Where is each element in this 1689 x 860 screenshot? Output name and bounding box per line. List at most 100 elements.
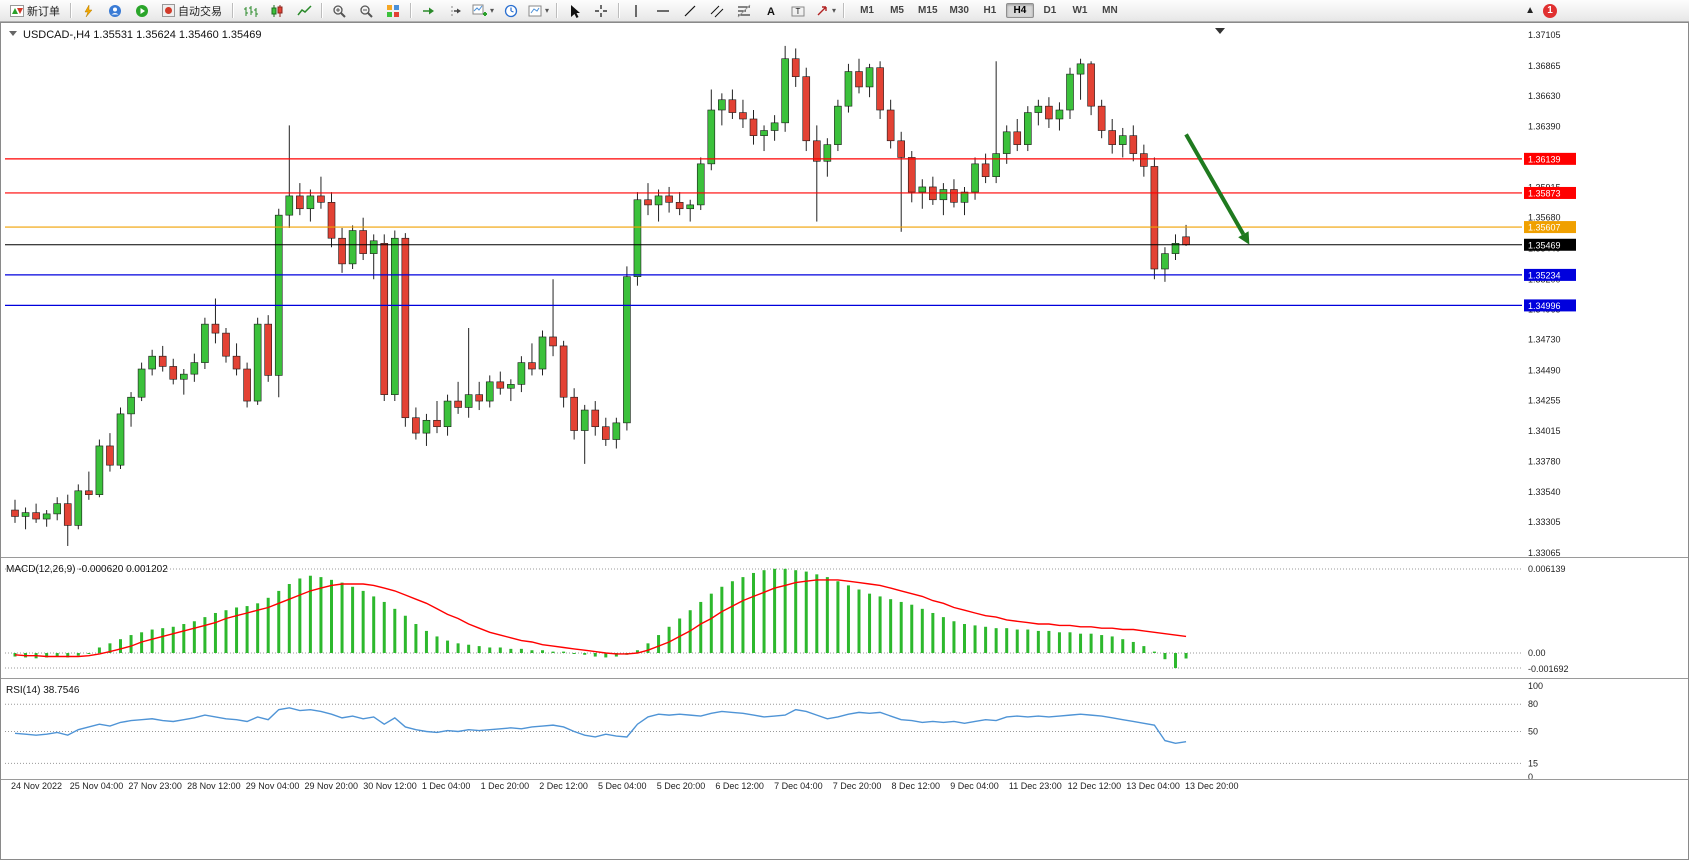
auto-trading-button[interactable]: 自动交易 xyxy=(156,1,228,21)
candle xyxy=(507,379,515,402)
svg-text:1.36139: 1.36139 xyxy=(1528,154,1561,164)
candle xyxy=(834,99,842,152)
timeframe-button-h1[interactable]: H1 xyxy=(983,5,997,16)
crosshair-button[interactable] xyxy=(588,1,614,21)
macd-histogram-bar xyxy=(266,597,270,653)
macd-histogram-bar xyxy=(108,643,112,653)
line-chart-button[interactable] xyxy=(291,1,317,21)
candle xyxy=(1023,106,1032,152)
macd-histogram-bar xyxy=(1057,632,1061,653)
horizontal-line-button[interactable] xyxy=(650,1,676,21)
date-axis-label: 1 Dec 04:00 xyxy=(422,781,471,791)
text-button[interactable]: A xyxy=(758,1,784,21)
channel-button[interactable] xyxy=(704,1,730,21)
macd-histogram-bar xyxy=(45,653,49,658)
macd-histogram-bar xyxy=(182,624,186,653)
label-button[interactable]: T xyxy=(785,1,811,21)
toolbar-overflow-button[interactable]: ▲ xyxy=(1525,5,1535,16)
hlines-layer xyxy=(5,158,1522,307)
macd-histogram-bar xyxy=(424,630,428,653)
arrows-button[interactable]: ▾ xyxy=(812,1,839,21)
macd-histogram-bar xyxy=(931,612,935,653)
fibonacci-button[interactable] xyxy=(731,1,757,21)
macd-histogram-bar xyxy=(256,603,260,653)
price-axis-label: 1.36630 xyxy=(1528,91,1561,101)
profile-button[interactable] xyxy=(102,1,128,21)
date-axis-label: 8 Dec 12:00 xyxy=(892,781,941,791)
svg-text:1.35469: 1.35469 xyxy=(1528,240,1561,250)
templates-icon xyxy=(528,5,542,16)
macd-histogram-bar xyxy=(541,650,544,653)
date-axis-label: 5 Dec 20:00 xyxy=(657,781,706,791)
timeframe-button-h4[interactable]: H4 xyxy=(1005,3,1034,18)
trend-arrow[interactable] xyxy=(1184,133,1246,236)
toolbar-separator xyxy=(70,3,71,18)
macd-histogram-bar xyxy=(1163,653,1167,660)
macd-histogram-bar xyxy=(984,626,988,653)
support-line-1-tag: 1.35234 xyxy=(1524,268,1576,281)
candles-layer xyxy=(11,45,1190,546)
rsi-axis-label: 100 xyxy=(1528,681,1543,691)
trendline-button[interactable] xyxy=(677,1,703,21)
clock-button[interactable] xyxy=(498,1,524,21)
candle xyxy=(1002,125,1011,164)
macd-histogram-bar xyxy=(76,653,80,656)
vertical-line-button[interactable] xyxy=(623,1,649,21)
macd-histogram-bar xyxy=(530,650,534,653)
new-order-button[interactable]: 新订单 xyxy=(4,1,66,21)
zoom-out-button[interactable] xyxy=(353,1,379,21)
templates-button[interactable]: ▾ xyxy=(525,1,552,21)
timeframe-button-m30[interactable]: M30 xyxy=(949,5,969,16)
macd-histogram-bar xyxy=(667,626,671,653)
macd-histogram-bar xyxy=(699,601,703,653)
candle xyxy=(612,417,621,449)
candlestick-chart-button[interactable] xyxy=(264,1,290,21)
chart-canvas[interactable]: 1.371051.368651.366301.363901.361551.359… xyxy=(1,23,1688,796)
macd-histogram-bar xyxy=(382,601,386,653)
macd-label: MACD(12,26,9) -0.000620 0.001202 xyxy=(6,564,168,575)
date-axis-label: 1 Dec 20:00 xyxy=(481,781,530,791)
candle xyxy=(739,99,747,128)
indicators-button[interactable]: ▾ xyxy=(469,1,497,21)
chart-shift-marker[interactable] xyxy=(1215,28,1225,34)
date-axis-label: 12 Dec 12:00 xyxy=(1068,781,1122,791)
candle xyxy=(1129,125,1138,162)
cursor-button[interactable] xyxy=(561,1,587,21)
resistance-line-1-tag: 1.36139 xyxy=(1524,152,1576,165)
macd-histogram-bar xyxy=(572,653,576,654)
zoom-in-button[interactable] xyxy=(326,1,352,21)
chart-shift-button[interactable] xyxy=(442,1,468,21)
macd-histogram-bar xyxy=(129,635,133,653)
candle xyxy=(1013,118,1022,152)
chart-window[interactable]: 1.371051.368651.366301.363901.361551.359… xyxy=(0,22,1689,860)
fibonacci-icon xyxy=(737,4,751,17)
chart-title: USDCAD-,H4 1.35531 1.35624 1.35460 1.354… xyxy=(23,29,262,41)
macd-histogram-bar xyxy=(1121,639,1125,653)
symbol-dropdown-icon[interactable] xyxy=(9,31,17,36)
macd-histogram-bar xyxy=(308,575,312,653)
toolbar-separator xyxy=(618,3,620,18)
notification-badge[interactable]: 1 xyxy=(1543,3,1557,18)
candle xyxy=(633,192,642,286)
candle xyxy=(591,401,600,436)
macd-histogram-bar xyxy=(1089,633,1093,653)
auto-scroll-button[interactable] xyxy=(415,1,441,21)
channel-icon xyxy=(710,5,724,17)
candle xyxy=(812,125,821,222)
macd-histogram-bar xyxy=(319,577,323,653)
tile-windows-button[interactable] xyxy=(380,1,406,21)
one-click-trading-button[interactable] xyxy=(75,1,101,21)
timeframe-button-m5[interactable]: M5 xyxy=(890,5,904,16)
timeframe-button-m15[interactable]: M15 xyxy=(918,5,938,16)
timeframe-button-m1[interactable]: M1 xyxy=(860,5,874,16)
timeframe-button-d1[interactable]: D1 xyxy=(1043,5,1057,16)
timeframe-button-mn[interactable]: MN xyxy=(1102,5,1118,16)
macd-histogram-bar xyxy=(941,617,945,653)
macd-histogram-bar xyxy=(773,568,777,653)
bar-chart-button[interactable] xyxy=(237,1,263,21)
play-button[interactable] xyxy=(129,1,155,21)
rsi-axis-label: 0 xyxy=(1528,772,1533,782)
macd-histogram-bar xyxy=(161,628,165,653)
date-axis-label: 27 Nov 23:00 xyxy=(128,781,182,791)
timeframe-button-w1[interactable]: W1 xyxy=(1072,5,1088,16)
